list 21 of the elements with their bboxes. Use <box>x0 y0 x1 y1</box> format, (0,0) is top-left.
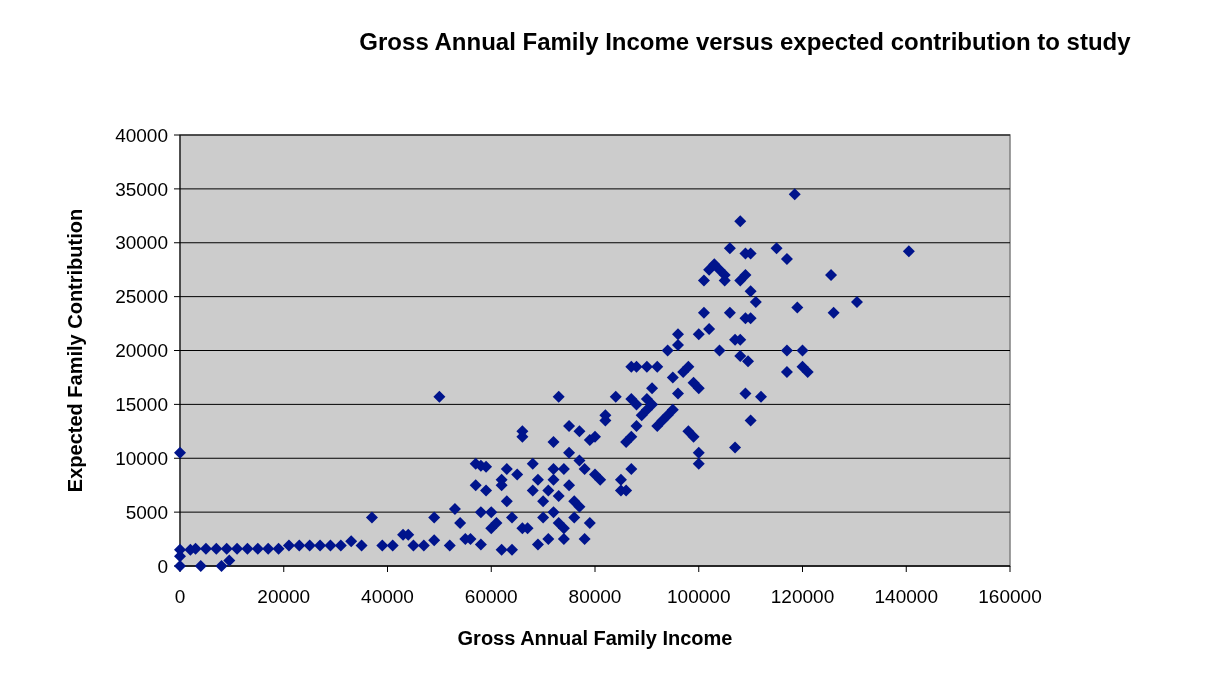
y-axis-title: Expected Family Contribution <box>64 208 86 493</box>
x-tick-label: 60000 <box>464 586 518 607</box>
y-tick-label: 15000 <box>115 394 168 416</box>
y-tick-label: 20000 <box>115 340 168 362</box>
y-tick-label: 0 <box>157 555 168 577</box>
x-tick-label: 160000 <box>978 586 1042 607</box>
x-tick-label: 80000 <box>568 586 622 607</box>
y-tick-label: 35000 <box>115 178 168 200</box>
x-tick-label: 40000 <box>361 586 414 607</box>
x-tick-label: 100000 <box>667 586 731 607</box>
y-tick-label: 5000 <box>125 501 168 523</box>
x-axis-title: Gross Annual Family Income <box>457 627 733 649</box>
chart-title: Gross Annual Family Income versus expected contribution to study <box>359 28 1132 55</box>
y-tick-label: 40000 <box>115 124 168 146</box>
x-tick-label: 140000 <box>874 586 938 607</box>
x-tick-label: 0 <box>174 586 186 607</box>
x-tick-label: 120000 <box>770 586 835 607</box>
y-tick-label: 30000 <box>115 232 168 254</box>
y-tick-label: 10000 <box>115 447 168 469</box>
y-tick-label: 25000 <box>115 286 168 308</box>
x-tick-label: 20000 <box>257 586 311 607</box>
